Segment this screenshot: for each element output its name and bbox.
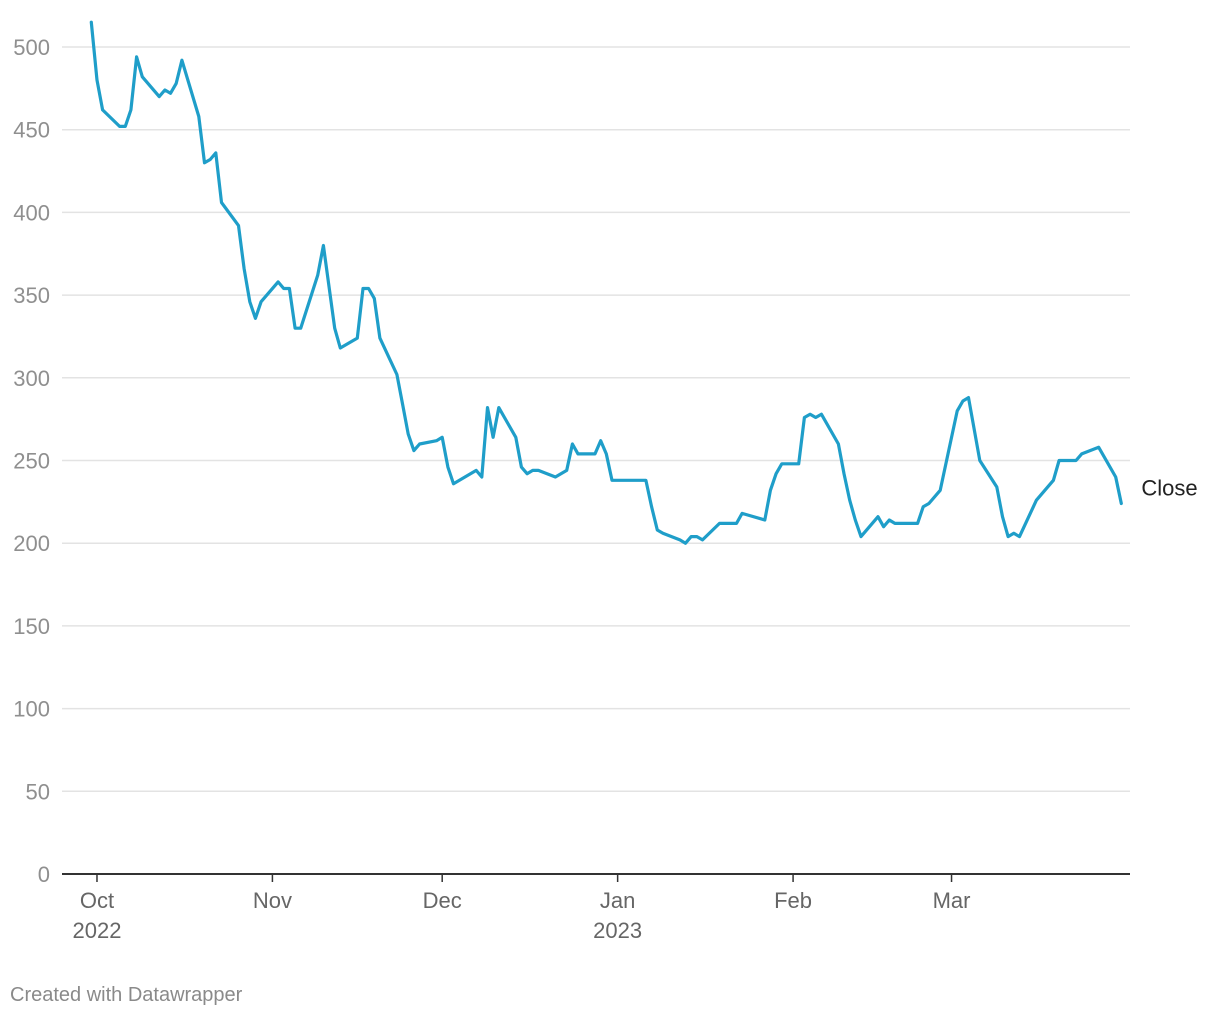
credit-text: Created with Datawrapper	[10, 984, 243, 1006]
y-tick-label: 400	[13, 200, 50, 225]
y-tick-label: 200	[13, 531, 50, 556]
y-tick-label: 100	[13, 697, 50, 722]
series-end-label: Close	[1141, 476, 1197, 501]
x-tick-label: Mar	[933, 888, 971, 913]
x-tick-label: Feb	[774, 888, 812, 913]
x-tick-year-label: 2022	[73, 918, 122, 943]
x-tick-label: Jan	[600, 888, 635, 913]
y-tick-label: 150	[13, 614, 50, 639]
x-axis: Oct 2022 Nov Dec Jan 2023 Feb Mar	[73, 874, 971, 943]
y-tick-label: 450	[13, 118, 50, 143]
gridlines	[62, 46, 1130, 875]
y-tick-label: 250	[13, 449, 50, 474]
series-line-close	[89, 20, 1123, 545]
y-tick-label: 500	[13, 35, 50, 60]
x-tick-label: Dec	[423, 888, 462, 913]
x-tick-year-label: 2023	[593, 918, 642, 943]
x-tick-label: Nov	[253, 888, 292, 913]
series-layer: Close	[89, 20, 1198, 545]
y-tick-label: 350	[13, 283, 50, 308]
y-axis: 0 50 100 150 200 250 300 350 400 450 500	[13, 35, 50, 887]
y-tick-label: 50	[26, 779, 50, 804]
line-chart: 0 50 100 150 200 250 300 350 400 450 500 Oct 2022 No…	[13, 20, 1198, 943]
x-tick-label: Oct	[80, 888, 114, 913]
y-tick-label: 0	[38, 862, 50, 887]
y-tick-label: 300	[13, 366, 50, 391]
